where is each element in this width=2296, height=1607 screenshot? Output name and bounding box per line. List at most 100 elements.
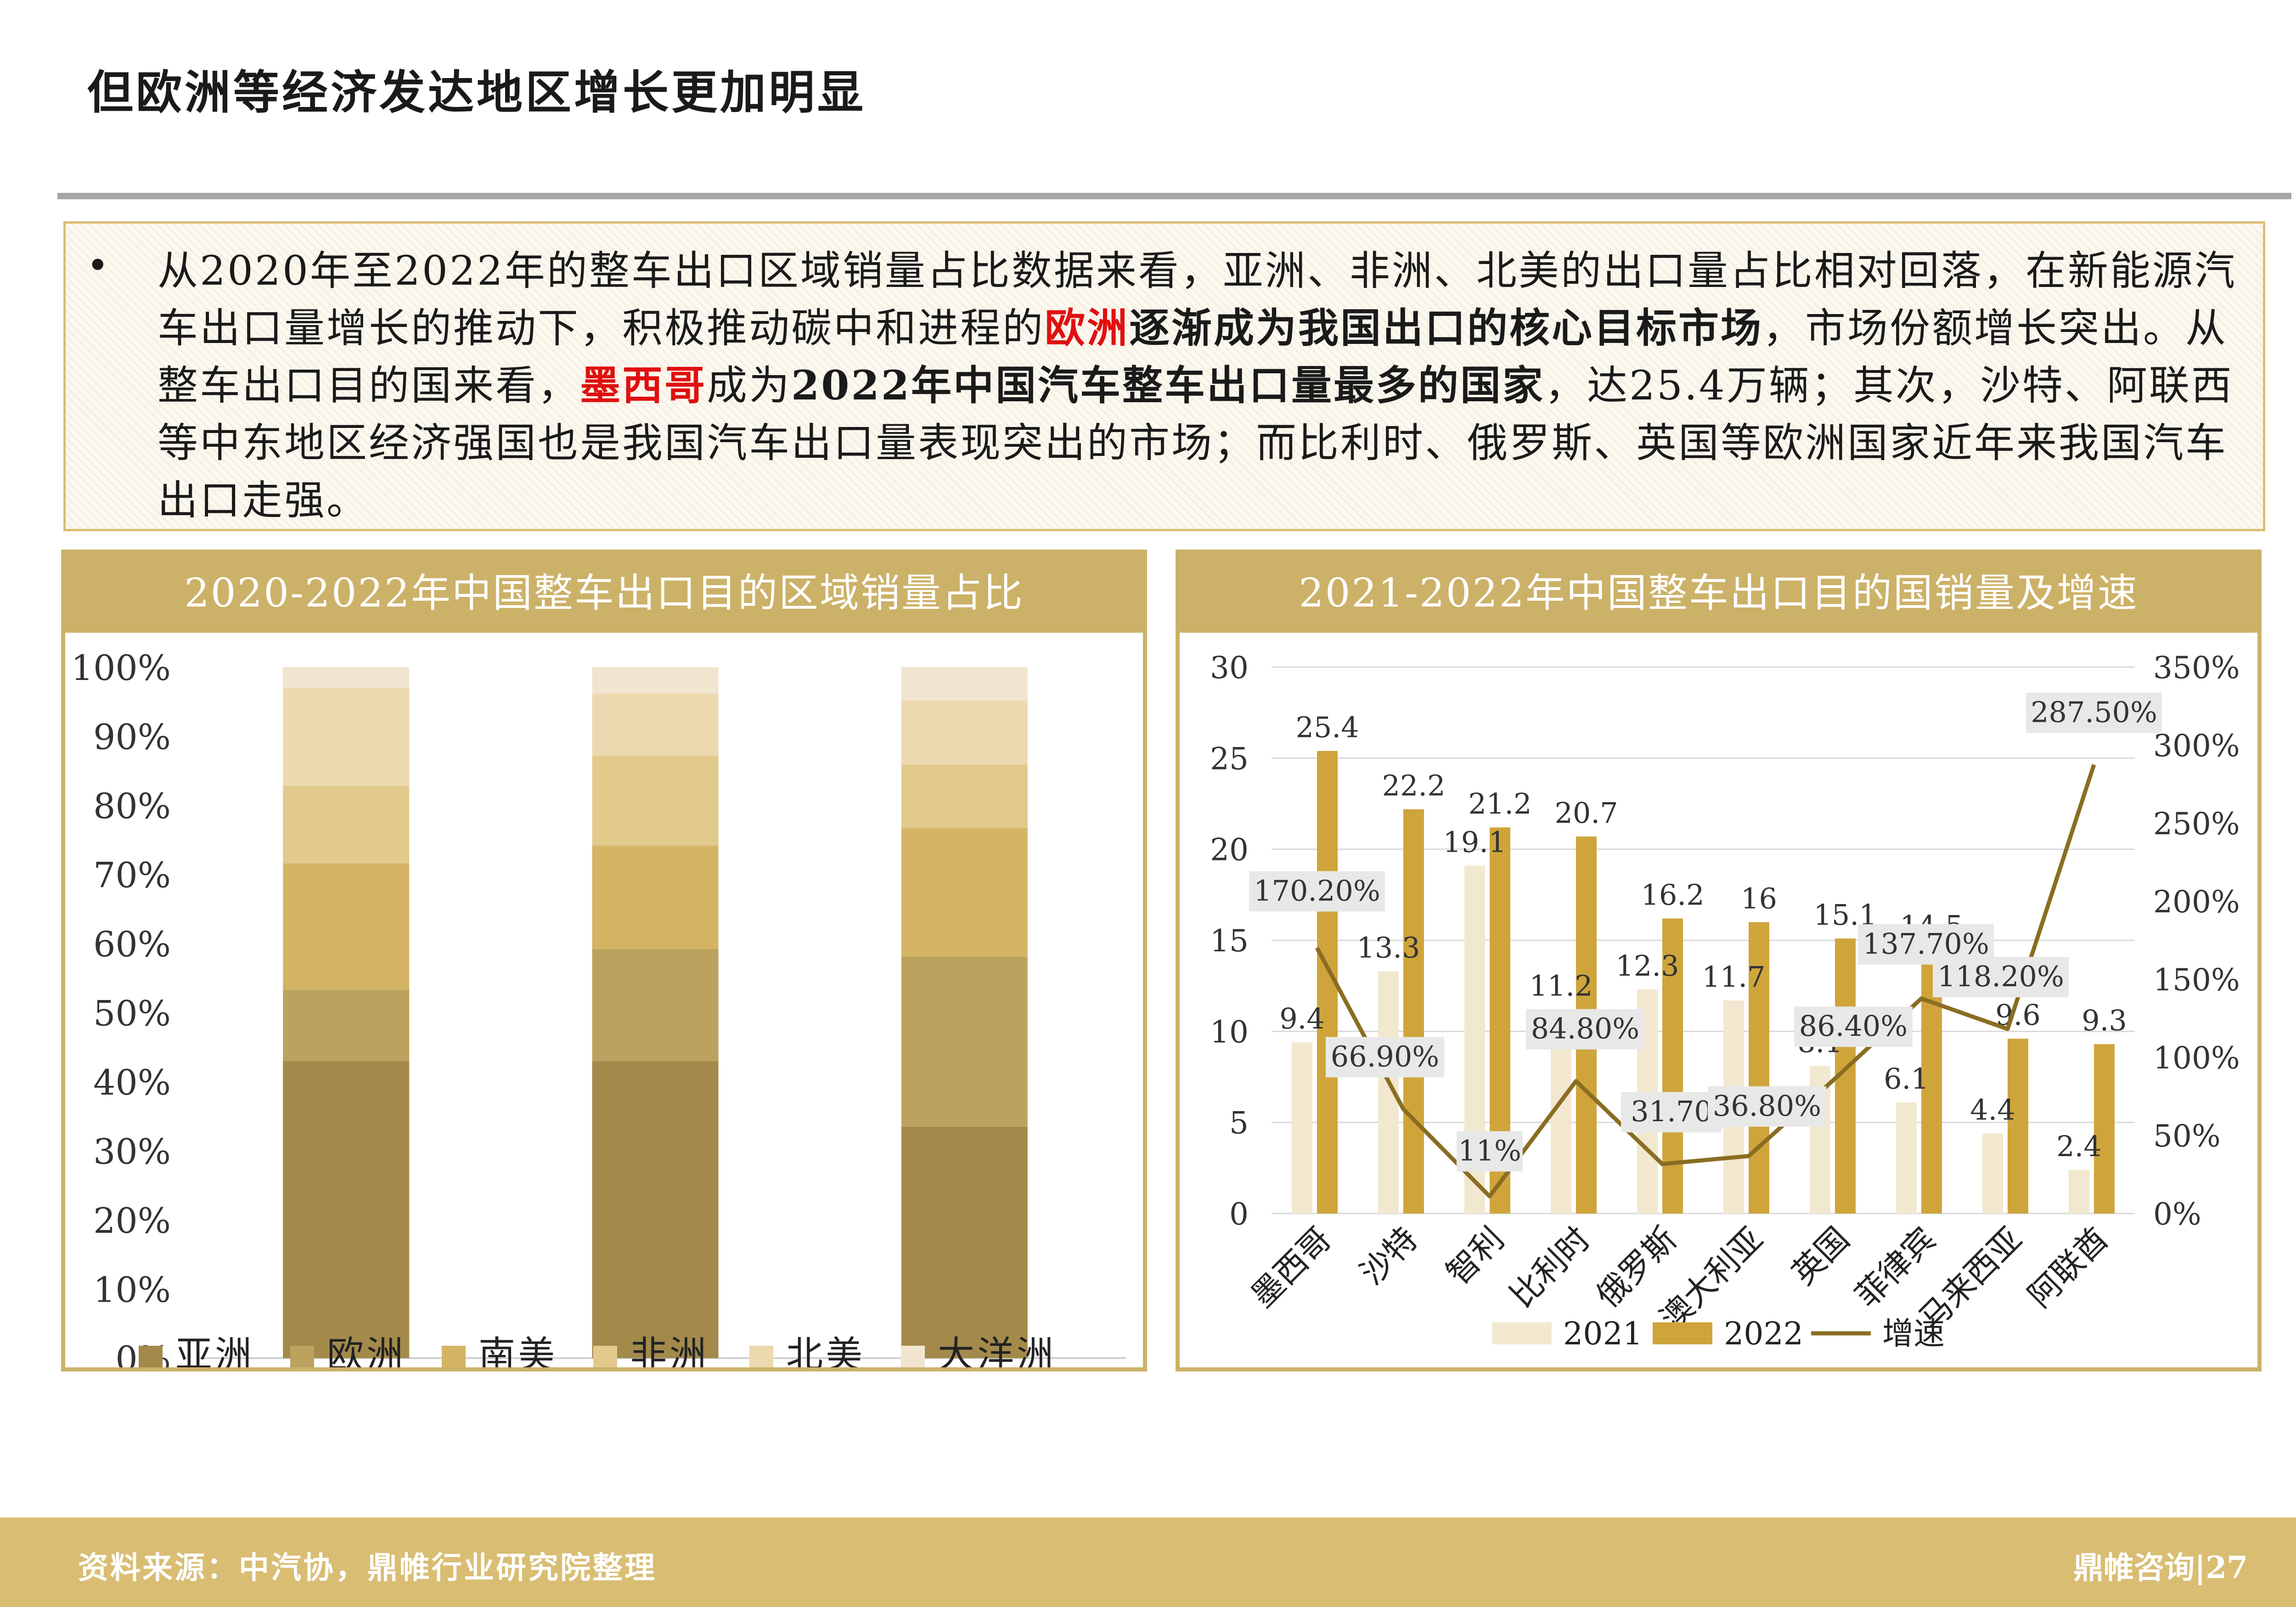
x-tick-label: 智利: [1439, 1220, 1511, 1292]
legend-label-2021: 2021: [1563, 1316, 1643, 1352]
summary-bold-1: 逐渐成为我国出口的核心目标市场: [1129, 304, 1763, 352]
summary-box: • 从2020年至2022年的整车出口区域销量占比数据来看，亚洲、非洲、北美的出…: [63, 221, 2265, 531]
bar-segment: [283, 667, 410, 688]
data-label-2021: 9.4: [1279, 1002, 1325, 1035]
legend-label: 非洲: [630, 1333, 709, 1367]
bar-segment: [901, 956, 1028, 1127]
summary-bold-2: 2022年中国汽车整车出口量最多的国家: [791, 361, 1545, 409]
y-tick-label: 10: [1210, 1014, 1249, 1050]
growth-label-box: [1457, 1131, 1523, 1172]
footer-bar: 资料来源：中汽协，鼎帷行业研究院整理 鼎帷咨询|27: [0, 1517, 2296, 1607]
growth-data-label: 86.40%: [1799, 1009, 1908, 1043]
y-tick-label: 10%: [93, 1270, 171, 1310]
summary-text-4: ，达25.4万辆；其次，沙特、阿联西等中东地区经济强国也是我国汽车出口量表现突出…: [158, 362, 2234, 524]
summary-text-2: ，市场份额增长突出。从整车出口目的国来看，: [158, 304, 2228, 409]
bar-segment: [592, 949, 719, 1061]
bar-2021: [1896, 1102, 1917, 1214]
legend-swatch: [442, 1346, 466, 1367]
legend-label: 亚洲: [175, 1333, 254, 1367]
bar-segment: [901, 1126, 1028, 1358]
bar-segment: [592, 755, 719, 846]
region-share-chart-title: 2020-2022年中国整车出口目的区域销量占比: [65, 554, 1143, 633]
x-tick-label: 沙特: [1353, 1220, 1425, 1292]
y2-tick-label: 0%: [2153, 1197, 2201, 1232]
legend-swatch-2022: [1653, 1322, 1712, 1344]
summary-paragraph: 从2020年至2022年的整车出口区域销量占比数据来看，亚洲、非洲、北美的出口量…: [158, 242, 2242, 529]
page-title: 但欧洲等经济发达地区增长更加明显: [87, 65, 866, 119]
data-label-2021: 11.7: [1702, 960, 1765, 994]
growth-label-box: [1249, 871, 1385, 912]
bar-segment: [901, 764, 1028, 828]
title-divider: [57, 193, 2291, 199]
data-label-2022: 9.3: [2082, 1004, 2127, 1037]
data-label-2022: 16.2: [1641, 878, 1704, 911]
x-tick-label: 比利时: [1503, 1220, 1598, 1315]
y2-tick-label: 300%: [2153, 728, 2240, 764]
y-tick-label: 15: [1210, 923, 1249, 959]
legend-swatch: [901, 1346, 925, 1367]
growth-label-box: [1621, 1092, 1722, 1133]
legend-label: 欧洲: [327, 1333, 406, 1367]
footer-brand: 鼎帷咨询|27: [2073, 1550, 2248, 1585]
bar-segment: [592, 667, 719, 694]
x-tick-label: 英国: [1784, 1220, 1857, 1292]
bar-segment: [283, 786, 410, 864]
bar-segment: [283, 1061, 410, 1358]
growth-label-box: [1933, 957, 2069, 998]
data-label-2022: 20.7: [1554, 796, 1618, 830]
bar-segment: [283, 688, 410, 786]
y-tick-label: 90%: [93, 717, 171, 758]
data-label-2022: 22.2: [1382, 769, 1445, 802]
y-tick-label: 20: [1210, 832, 1249, 868]
bar-segment: [592, 693, 719, 756]
y2-tick-label: 250%: [2153, 806, 2240, 842]
y-tick-label: 20%: [93, 1200, 171, 1241]
footer-source: 资料来源：中汽协，鼎帷行业研究院整理: [78, 1550, 657, 1585]
data-label-2021: 19.1: [1443, 825, 1506, 859]
bar-segment: [901, 828, 1028, 957]
y-tick-label: 5: [1229, 1106, 1249, 1141]
data-label-2021: 11.2: [1529, 969, 1593, 1003]
legend-label: 大洋洲: [938, 1333, 1056, 1367]
region-share-panel: 2020-2022年中国整车出口目的区域销量占比 0%10%20%30%40%5…: [61, 550, 1147, 1371]
bar-2022: [1749, 922, 1769, 1214]
bar-segment: [592, 1061, 719, 1358]
summary-text-3: 成为: [707, 362, 792, 409]
bar-segment: [901, 700, 1028, 765]
bar-2022: [1403, 809, 1424, 1214]
y-tick-label: 30: [1210, 650, 1249, 686]
legend-label: 南美: [478, 1333, 557, 1367]
y-tick-label: 0: [1229, 1197, 1249, 1232]
x-tick-label: 阿联酋: [2021, 1220, 2116, 1315]
legend-swatch: [139, 1346, 163, 1367]
growth-label-box: [1708, 1086, 1826, 1127]
country-sales-chart: 0510152025300%50%100%150%200%250%300%350…: [1210, 650, 2240, 1352]
data-label-2022: 21.2: [1468, 787, 1531, 820]
growth-data-label: 84.80%: [1531, 1012, 1639, 1045]
data-label-2021: 13.3: [1356, 931, 1420, 964]
country-sales-panel: 2021-2022年中国整车出口目的国销量及增速 0 5 10 15 20 25 30 0% 5…: [1176, 550, 2262, 1371]
y-tick-label: 30%: [93, 1131, 171, 1172]
x-tick-label: 墨西哥: [1244, 1220, 1339, 1315]
bar-2021: [1982, 1133, 2003, 1214]
data-label-2021: 4.4: [1970, 1093, 2015, 1126]
y2-tick-label: 350%: [2153, 650, 2240, 686]
growth-data-label: 287.50%: [2031, 696, 2157, 729]
legend-swatch: [749, 1346, 773, 1367]
growth-label-box: [2026, 692, 2162, 733]
bar-segment: [283, 863, 410, 990]
y2-tick-label: 100%: [2153, 1040, 2240, 1076]
highlight-mexico: 墨西哥: [580, 361, 707, 409]
legend-label-growth: 增速: [1882, 1316, 1945, 1352]
bar-segment: [901, 667, 1028, 701]
growth-data-label: 11%: [1458, 1134, 1521, 1168]
data-label-2022: 25.4: [1295, 710, 1359, 744]
y-tick-label: 50%: [93, 993, 171, 1034]
y2-tick-label: 200%: [2153, 884, 2240, 920]
legend-swatch: [290, 1346, 314, 1367]
data-label-2022: 16: [1741, 882, 1777, 915]
growth-data-label: 66.90%: [1331, 1040, 1439, 1073]
growth-data-label: 170.20%: [1254, 874, 1380, 907]
bar-2022: [2094, 1044, 2115, 1214]
bar-2021: [2069, 1169, 2089, 1214]
